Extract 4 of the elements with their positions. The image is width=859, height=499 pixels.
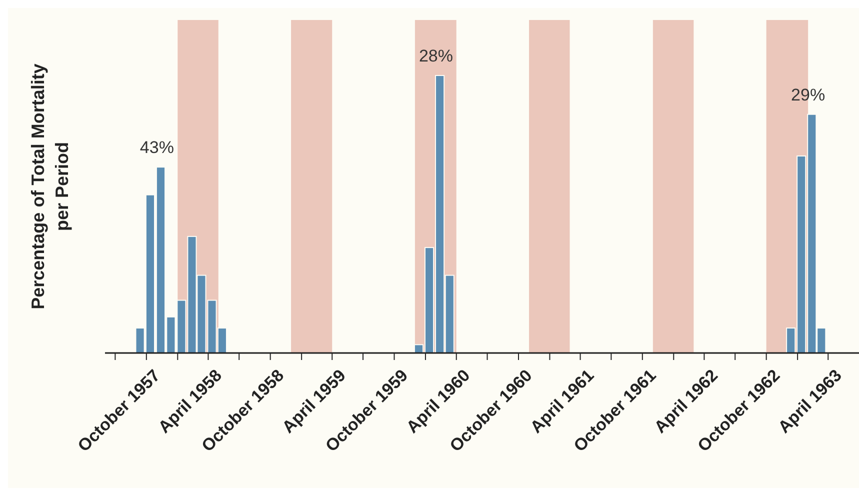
y-axis-title: Percentage of Total Mortality per Period (28, 64, 72, 310)
text: 28% (418, 46, 454, 66)
annotation: 29% (791, 85, 826, 104)
annotation: 43% (140, 138, 174, 158)
